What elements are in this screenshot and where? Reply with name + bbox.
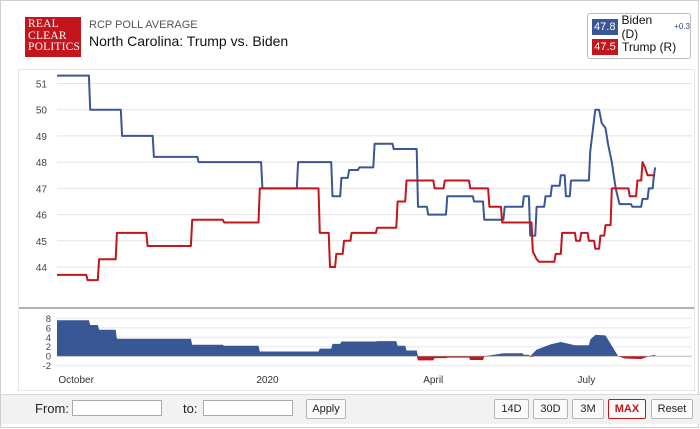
legend-change: +0.3 xyxy=(674,22,690,31)
to-label: to: xyxy=(183,401,198,416)
spread-tick-label: 8 xyxy=(46,314,51,325)
spread-tick-label: -2 xyxy=(43,361,51,372)
y-tick-label: 45 xyxy=(36,237,48,248)
spread-tick-label: 2 xyxy=(46,342,51,353)
spread-area-trump xyxy=(57,356,656,361)
legend-item-biden[interactable]: 47.8 Biden (D) +0.3 xyxy=(592,13,690,41)
logo-line: POLITICS xyxy=(28,41,81,53)
apply-button[interactable]: Apply xyxy=(306,399,346,419)
range-max-button[interactable]: MAX xyxy=(608,399,646,419)
range-14d-button[interactable]: 14D xyxy=(494,399,529,419)
spread-tick-label: 6 xyxy=(46,323,51,334)
legend-name: Trump (R) xyxy=(622,39,677,54)
range-3m-button[interactable]: 3M xyxy=(572,399,604,419)
date-controls: From: to: Apply 14D 30D 3M MAX Reset xyxy=(1,394,700,424)
spread-area-biden xyxy=(57,320,656,357)
legend: 47.8 Biden (D) +0.3 47.5 Trump (R) xyxy=(587,13,691,59)
series-line-trump xyxy=(57,161,656,282)
y-tick-label: 48 xyxy=(36,158,48,169)
x-tick-label: July xyxy=(577,375,595,386)
rcp-logo[interactable]: REAL CLEAR POLITICS xyxy=(25,17,81,57)
from-date-input[interactable] xyxy=(72,400,162,416)
y-tick-label: 44 xyxy=(36,263,48,274)
legend-value: 47.5 xyxy=(592,38,618,55)
logo-line: REAL xyxy=(28,18,59,30)
y-tick-label: 47 xyxy=(36,184,48,195)
spread-tick-label: 0 xyxy=(46,352,51,363)
y-tick-label: 51 xyxy=(36,79,48,90)
plot-area[interactable]: 44 45 46 47 48 49 50 51 8 6 4 2 0 -2 October 2020 April J… xyxy=(18,69,695,391)
x-tick-label: April xyxy=(423,375,443,386)
logo-line: CLEAR xyxy=(28,29,67,42)
legend-value: 47.8 xyxy=(592,18,618,35)
y-tick-label: 46 xyxy=(36,211,48,222)
series-line-biden xyxy=(57,74,657,237)
from-label: From: xyxy=(35,401,69,416)
x-tick-label: October xyxy=(58,375,94,386)
reset-button[interactable]: Reset xyxy=(651,399,693,419)
chart-subtitle: RCP POLL AVERAGE xyxy=(89,19,198,31)
legend-name: Biden (D) xyxy=(621,12,653,41)
x-tick-label: 2020 xyxy=(256,375,279,386)
y-tick-label: 49 xyxy=(36,132,48,143)
to-date-input[interactable] xyxy=(203,400,293,416)
y-tick-label: 50 xyxy=(36,106,48,117)
spread-tick-label: 4 xyxy=(46,333,51,344)
range-30d-button[interactable]: 30D xyxy=(533,399,568,419)
chart-title: North Carolina: Trump vs. Biden xyxy=(89,33,289,49)
legend-item-trump[interactable]: 47.5 Trump (R) xyxy=(592,38,676,55)
